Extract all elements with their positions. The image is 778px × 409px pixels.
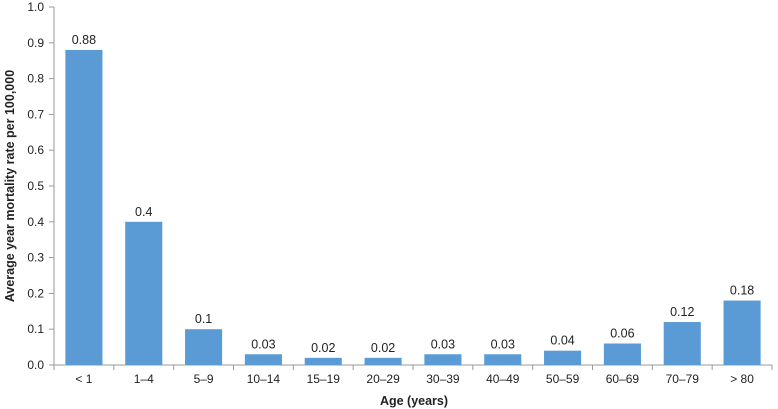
x-tick-label: 50–59 — [546, 372, 580, 386]
x-tick-label: 70–79 — [666, 372, 700, 386]
y-tick-label: 0.7 — [27, 107, 44, 121]
x-tick-label: 10–14 — [247, 372, 281, 386]
data-label: 0.04 — [550, 334, 574, 348]
x-tick-label: 1–4 — [134, 372, 154, 386]
data-label: 0.03 — [491, 337, 515, 351]
data-label: 0.4 — [135, 205, 152, 219]
y-tick-label: 0.4 — [27, 215, 44, 229]
x-tick-label: > 80 — [730, 372, 754, 386]
y-tick-label: 0.1 — [27, 322, 44, 336]
x-tick-label: 30–39 — [426, 372, 460, 386]
bar — [603, 343, 641, 365]
bar — [304, 357, 342, 365]
y-tick-label: 0.3 — [27, 251, 44, 265]
data-label: 0.88 — [72, 33, 96, 47]
y-tick-label: 0.6 — [27, 143, 44, 157]
x-tick-label: 60–69 — [606, 372, 640, 386]
bar — [544, 350, 582, 365]
x-axis-title: Age (years) — [380, 394, 448, 408]
bar — [244, 354, 282, 365]
y-axis-title: Average year mortality rate per 100,000 — [3, 70, 17, 302]
y-tick-label: 0.5 — [27, 179, 44, 193]
data-label: 0.02 — [311, 341, 335, 355]
data-label: 0.02 — [371, 341, 395, 355]
y-tick-label: 0.8 — [27, 72, 44, 86]
data-label: 0.12 — [670, 305, 694, 319]
data-label: 0.06 — [610, 327, 634, 341]
y-tick-label: 1.0 — [27, 0, 44, 14]
x-tick-label: 20–29 — [366, 372, 400, 386]
y-tick-label: 0.9 — [27, 36, 44, 50]
data-label: 0.03 — [431, 337, 455, 351]
x-tick-label: 5–9 — [194, 372, 214, 386]
bar — [65, 49, 103, 366]
data-label: 0.1 — [195, 312, 212, 326]
data-label: 0.03 — [251, 337, 275, 351]
bar — [125, 221, 163, 365]
bar — [663, 322, 701, 365]
x-tick-label: < 1 — [75, 372, 92, 386]
x-tick-label: 15–19 — [307, 372, 341, 386]
y-tick-label: 0.2 — [27, 286, 44, 300]
bar — [364, 357, 402, 365]
y-tick-label: 0.0 — [27, 358, 44, 372]
data-label: 0.18 — [730, 284, 754, 298]
bar — [723, 300, 761, 365]
bar — [424, 354, 462, 365]
x-tick-label: 40–49 — [486, 372, 520, 386]
bar — [484, 354, 522, 365]
bar — [185, 329, 223, 365]
